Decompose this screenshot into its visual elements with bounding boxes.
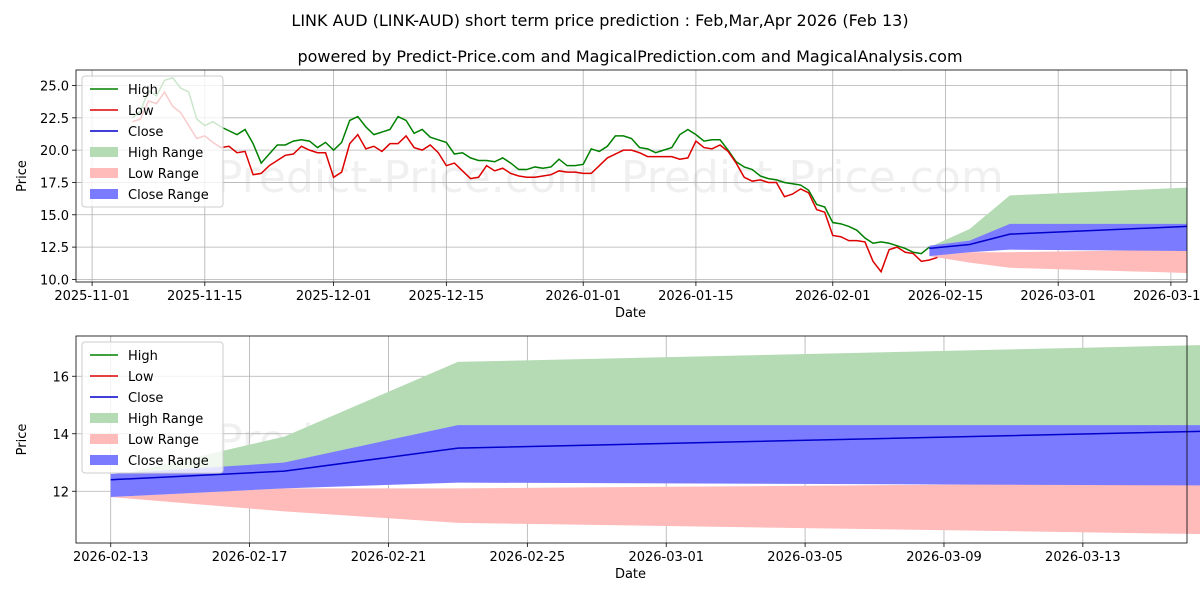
x-tick-label: 2026-01-15 <box>658 289 734 304</box>
legend-swatch <box>90 413 118 423</box>
x-tick-label: 2026-03-13 <box>1045 550 1121 565</box>
y-tick-label: 12 <box>52 485 69 500</box>
watermark-text-left: Predict-Price.com <box>216 152 599 203</box>
y-tick-label: 10.0 <box>40 273 69 288</box>
high-price-line <box>131 76 930 255</box>
y-tick-label: 15.0 <box>40 209 69 224</box>
y-tick-label: 20.0 <box>40 144 69 159</box>
legend-item: Close <box>128 391 163 406</box>
x-tick-label: 2026-03-01 <box>1020 289 1096 304</box>
legend-item: Low Range <box>128 433 199 448</box>
x-tick-label: 2026-01-01 <box>545 289 621 304</box>
y-tick-label: 22.5 <box>40 112 69 127</box>
x-tick-label: 2026-02-17 <box>212 550 288 565</box>
low-range-area <box>929 249 1187 273</box>
legend-swatch <box>90 434 118 444</box>
x-tick-label: 2026-02-15 <box>908 289 984 304</box>
legend-item: Close Range <box>128 188 209 203</box>
y-tick-label: 14 <box>52 428 69 443</box>
y-tick-label: 16 <box>52 370 69 385</box>
x-axis-label: Date <box>615 567 646 582</box>
legend-swatch <box>90 168 118 178</box>
x-tick-label: 2026-02-01 <box>795 289 871 304</box>
y-axis-label: Price <box>15 160 30 192</box>
plot-frame <box>75 69 1188 283</box>
low-range-area <box>110 482 1200 535</box>
legend-item: Low Range <box>128 167 199 182</box>
legend-item: Close Range <box>128 454 209 469</box>
chart-panel-2: Predict-Price.comPredict-Price.com2026-0… <box>15 335 1200 582</box>
x-tick-label: 2025-11-01 <box>54 289 130 304</box>
y-tick-label: 12.5 <box>40 241 69 256</box>
x-tick-label: 2026-03-15 <box>1133 289 1200 304</box>
x-tick-label: 2026-02-13 <box>73 550 149 565</box>
legend-item: High Range <box>128 146 203 161</box>
close-price-line <box>929 225 1188 250</box>
legend: High Low Close High Range Low Range Close Ran… <box>81 341 224 474</box>
legend-item: Low <box>128 104 154 119</box>
chart-subtitle: powered by Predict-Price.com and Magical… <box>297 47 962 66</box>
y-tick-label: 17.5 <box>40 176 69 191</box>
low-price-line <box>132 90 938 274</box>
close-price-line <box>110 430 1200 481</box>
chart-panel-1: Predict-Price.com Predict-Price.com 2025-1… <box>15 69 1200 321</box>
y-tick-label: 25.0 <box>40 80 69 95</box>
legend-item: Close <box>128 125 163 140</box>
close-range-area <box>929 223 1187 257</box>
x-tick-label: 2026-03-09 <box>906 550 982 565</box>
legend-swatch <box>90 455 118 465</box>
watermark-text-right: Predict-Price.com <box>621 152 1004 203</box>
x-tick-label: 2025-12-01 <box>296 289 372 304</box>
x-axis-label: Date <box>615 306 646 321</box>
chart-title: LINK AUD (LINK-AUD) short term price pre… <box>291 11 908 30</box>
plot-frame <box>75 335 1188 544</box>
legend-item: High <box>128 349 158 364</box>
legend-item: High Range <box>128 412 203 427</box>
close-range-area <box>110 425 1200 497</box>
x-tick-label: 2026-02-21 <box>351 550 427 565</box>
legend-swatch <box>90 189 118 199</box>
x-tick-label: 2026-03-01 <box>628 550 704 565</box>
x-tick-label: 2026-03-05 <box>767 550 843 565</box>
legend: High Low Close High Range Low Range Close Ran… <box>81 75 224 208</box>
x-tick-label: 2025-12-15 <box>409 289 485 304</box>
legend-item: High <box>128 83 158 98</box>
legend-swatch <box>90 147 118 157</box>
y-axis-label: Price <box>15 424 30 456</box>
x-tick-label: 2025-11-15 <box>167 289 243 304</box>
x-tick-label: 2026-02-25 <box>490 550 566 565</box>
legend-item: Low <box>128 370 154 385</box>
